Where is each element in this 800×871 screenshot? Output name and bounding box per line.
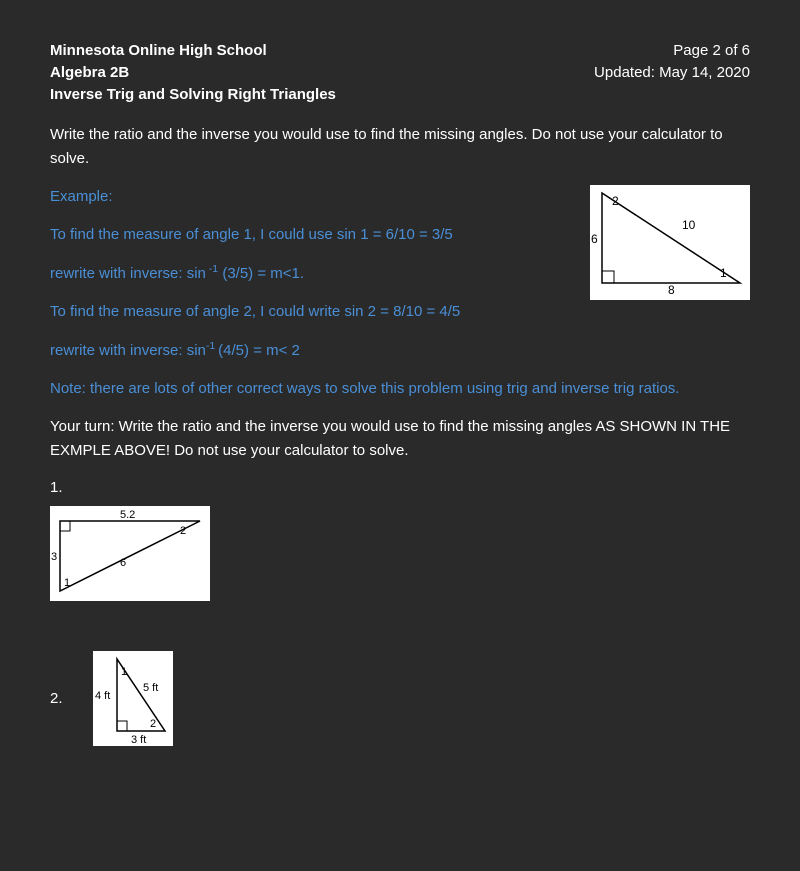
example-label: Example: [50, 185, 570, 209]
example-line4-post: (4/5) = m< 2 [218, 342, 300, 359]
q1-angle-1: 1 [64, 577, 70, 589]
example-line2-sup: -1 [206, 263, 218, 275]
example-line2: rewrite with inverse: sin -1 (3/5) = m<1… [50, 261, 570, 286]
header-right: Page 2 of 6 Updated: May 14, 2020 [594, 40, 750, 84]
your-turn: Your turn: Write the ratio and the inver… [50, 415, 750, 463]
example-line4: rewrite with inverse: sin-1 (4/5) = m< 2 [50, 338, 750, 363]
example-line4-pre: rewrite with inverse: sin [50, 342, 206, 359]
q2-side-left: 4 ft [95, 690, 110, 702]
header-left: Minnesota Online High School Algebra 2B … [50, 40, 336, 105]
example-triangle-svg: 2 1 6 8 10 [590, 185, 750, 295]
example-note: Note: there are lots of other correct wa… [50, 377, 750, 401]
q2-label: 2. [50, 690, 63, 707]
worksheet-page: Minnesota Online High School Algebra 2B … [0, 0, 800, 786]
example-text-cont: To find the measure of angle 2, I could … [50, 300, 750, 401]
ex-angle-2-label: 2 [612, 194, 619, 208]
example-triangle: 2 1 6 8 10 [590, 185, 750, 300]
updated-date: Updated: May 14, 2020 [594, 62, 750, 84]
ex-side-8-label: 8 [668, 283, 675, 295]
q1-triangle-svg: 5.2 3 6 2 1 [50, 506, 210, 601]
example-line2-pre: rewrite with inverse: sin [50, 265, 206, 282]
ex-angle-1-label: 1 [720, 266, 727, 280]
q1-side-hyp: 6 [120, 557, 126, 569]
example-line3: To find the measure of angle 2, I could … [50, 300, 750, 324]
instructions: Write the ratio and the inverse you woul… [50, 123, 750, 171]
example-row: Example: To find the measure of angle 1,… [50, 185, 750, 300]
q1-side-top: 5.2 [120, 509, 135, 521]
q2-triangle-svg: 4 ft 3 ft 5 ft 1 2 [93, 651, 173, 746]
topic-title: Inverse Trig and Solving Right Triangles [50, 84, 336, 106]
q1-side-left: 3 [51, 551, 57, 563]
q2-triangle: 4 ft 3 ft 5 ft 1 2 [93, 651, 173, 746]
q2-side-bottom: 3 ft [131, 734, 146, 746]
ex-side-6-label: 6 [591, 232, 598, 246]
example-line2-post: (3/5) = m<1. [218, 265, 304, 282]
q1-angle-2: 2 [180, 525, 186, 537]
ex-side-10-label: 10 [682, 218, 696, 232]
q2-row: 2. 4 ft 3 ft 5 ft 1 2 [50, 651, 750, 746]
q2-side-hyp: 5 ft [143, 682, 158, 694]
example-line1: To find the measure of angle 1, I could … [50, 223, 570, 247]
header: Minnesota Online High School Algebra 2B … [50, 40, 750, 105]
school-name: Minnesota Online High School [50, 40, 336, 62]
q1-triangle: 5.2 3 6 2 1 [50, 506, 210, 601]
q2-angle-1: 1 [121, 666, 127, 678]
page-number: Page 2 of 6 [594, 40, 750, 62]
course-name: Algebra 2B [50, 62, 336, 84]
q2-angle-2: 2 [150, 718, 156, 730]
example-text: Example: To find the measure of angle 1,… [50, 185, 570, 300]
example-line4-sup: -1 [206, 340, 218, 352]
q1-label: 1. [50, 479, 750, 496]
